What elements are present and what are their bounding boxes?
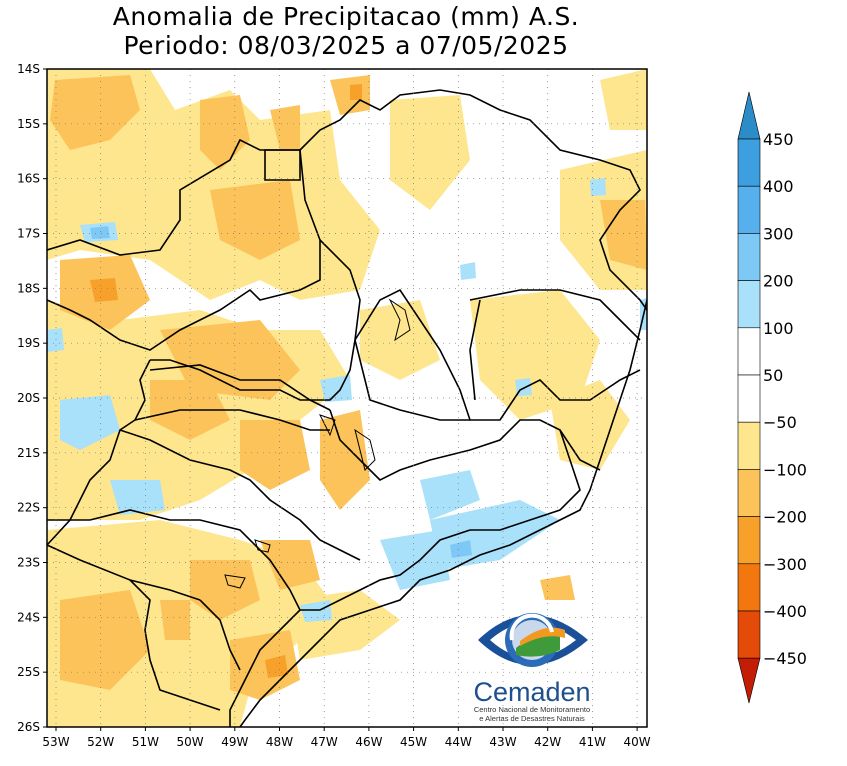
colorbar-segment: [737, 233, 761, 281]
lon-tick-label: 49W: [221, 735, 248, 749]
colorbar-label: 300: [763, 224, 794, 243]
colorbar-segment: [737, 138, 761, 187]
logo-subtitle-1: Centro Nacional de Monitoramento: [474, 705, 590, 714]
lat-tick-label: 17S: [17, 227, 40, 241]
colorbar-label: −450: [763, 649, 807, 668]
colorbar-label: −400: [763, 602, 807, 621]
colorbar-label: 50: [763, 366, 783, 385]
anomaly-strong-deficit: [90, 84, 362, 678]
colorbar-label: −300: [763, 555, 807, 574]
colorbar-label: 200: [763, 272, 794, 291]
lon-tick-label: 46W: [355, 735, 382, 749]
lon-tick-label: 51W: [132, 735, 159, 749]
lon-tick-label: 50W: [177, 735, 204, 749]
anomaly-field: [47, 69, 647, 727]
colorbar-segment: [737, 469, 761, 517]
map-title: Anomalia de Precipitacao (mm) A.S. Perio…: [45, 2, 647, 60]
lon-tick-label: 43W: [489, 735, 516, 749]
logo-name: Cemaden: [473, 677, 590, 707]
lat-tick-label: 22S: [17, 501, 40, 515]
colorbar-segment: [737, 327, 761, 376]
lon-tick-label: 47W: [311, 735, 338, 749]
colorbar-segment: [737, 563, 761, 612]
state-boundaries: [47, 89, 647, 727]
colorbar-max-arrow: [737, 91, 761, 140]
lon-tick-label: 53W: [42, 735, 69, 749]
lon-tick-label: 45W: [400, 735, 427, 749]
lat-tick-label: 25S: [17, 665, 40, 679]
lat-tick-label: 14S: [17, 62, 40, 76]
lon-tick-label: 41W: [579, 735, 606, 749]
longitude-ticks: 53W 52W 51W 50W 49W 48W 47W 46W 45W 44W 43W 42W 41W 4…: [42, 727, 651, 749]
title-line-1: Anomalia de Precipitacao (mm) A.S.: [112, 2, 580, 31]
colorbar-label: 400: [763, 177, 794, 196]
lat-tick-label: 23S: [17, 556, 40, 570]
colorbar-segment: [737, 280, 761, 329]
colorbar: 450 400 300 200 100 50 −50 −100 −200 −300 −400 −450: [737, 91, 807, 704]
lat-tick-label: 16S: [17, 172, 40, 186]
lat-tick-label: 19S: [17, 336, 40, 350]
cemaden-logo: Cemaden Centro Nacional de Monitoramento…: [473, 613, 591, 723]
colorbar-segment: [737, 516, 761, 565]
colorbar-segment: [737, 185, 761, 234]
logo-subtitle-2: e Alertas de Desastres Naturais: [479, 714, 585, 723]
colorbar-segment: [737, 421, 761, 470]
colorbar-min-arrow: [737, 657, 761, 704]
lon-tick-label: 44W: [445, 735, 472, 749]
colorbar-label: −50: [763, 413, 797, 432]
lat-tick-label: 26S: [17, 720, 40, 734]
lat-tick-label: 20S: [17, 391, 40, 405]
colorbar-label: 450: [763, 130, 794, 149]
lat-tick-label: 21S: [17, 446, 40, 460]
lon-tick-label: 52W: [87, 735, 114, 749]
lat-tick-label: 24S: [17, 610, 40, 624]
lon-tick-label: 48W: [266, 735, 293, 749]
lat-tick-label: 18S: [17, 281, 40, 295]
colorbar-segment: [737, 374, 761, 423]
title-line-2: Periodo: 08/03/2025 a 07/05/2025: [123, 31, 569, 60]
latitude-ticks: 14S 15S 16S 17S 18S 19S 20S 21S 22S 23S 24S 25S 26S: [17, 62, 47, 734]
colorbar-label: 100: [763, 319, 794, 338]
lat-tick-label: 15S: [17, 117, 40, 131]
anomaly-moderate-surplus: [90, 226, 472, 558]
eye-icon: [478, 613, 588, 667]
coastline: [239, 299, 647, 727]
colorbar-label: −100: [763, 460, 807, 479]
colorbar-label: −200: [763, 508, 807, 527]
lon-tick-label: 42W: [534, 735, 561, 749]
reservoirs: [224, 298, 411, 589]
colorbar-segment: [737, 610, 761, 659]
lon-tick-label: 40W: [624, 735, 651, 749]
